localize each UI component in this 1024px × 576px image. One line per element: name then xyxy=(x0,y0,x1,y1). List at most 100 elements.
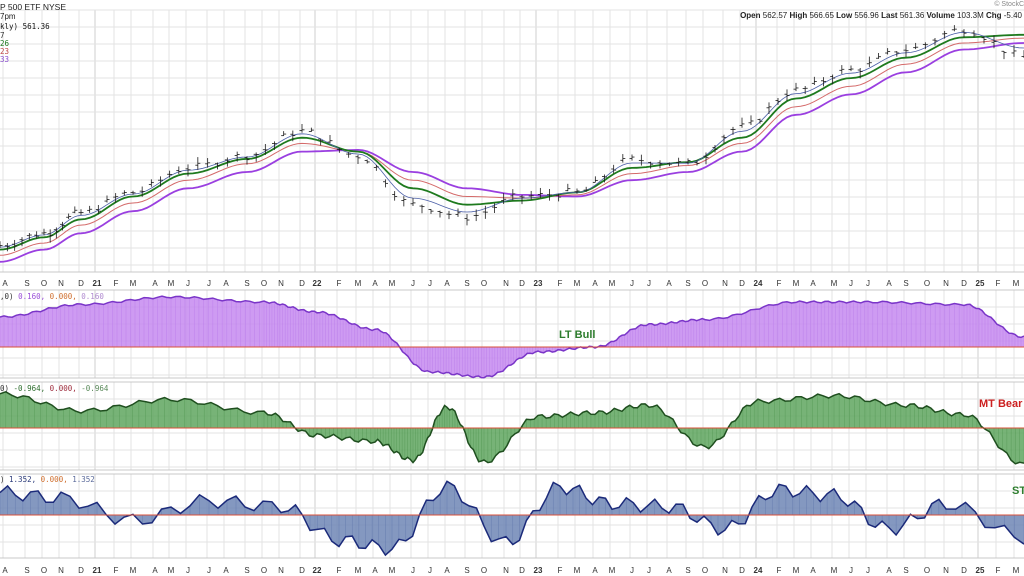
high-label: High xyxy=(789,11,808,20)
open-label: Open xyxy=(740,11,761,20)
svg-text:F: F xyxy=(558,566,563,575)
svg-text:J: J xyxy=(428,566,432,575)
svg-text:F: F xyxy=(558,279,563,288)
svg-text:S: S xyxy=(464,566,469,575)
svg-text:A: A xyxy=(223,279,229,288)
watermark: © StockC xyxy=(994,1,1024,8)
svg-text:F: F xyxy=(996,566,1001,575)
svg-text:D: D xyxy=(78,566,84,575)
svg-text:D: D xyxy=(739,566,745,575)
svg-text:A: A xyxy=(666,566,672,575)
svg-text:D: D xyxy=(78,279,84,288)
svg-text:J: J xyxy=(411,566,415,575)
svg-text:F: F xyxy=(337,279,342,288)
svg-text:N: N xyxy=(722,279,728,288)
open-value: 562.57 xyxy=(762,11,788,20)
svg-text:25: 25 xyxy=(976,566,985,575)
chg-value: -5.40 xyxy=(1003,11,1022,20)
svg-text:F: F xyxy=(777,566,782,575)
svg-text:M: M xyxy=(609,566,616,575)
svg-text:M: M xyxy=(130,566,137,575)
legend-ma1: 7 xyxy=(0,31,5,40)
svg-text:24: 24 xyxy=(754,279,763,288)
st-indicator-panel xyxy=(0,480,1024,557)
price-legend-last: kly) 561.36 xyxy=(0,22,50,31)
mt-indicator-panel xyxy=(0,390,1024,465)
svg-text:J: J xyxy=(186,279,190,288)
svg-text:23: 23 xyxy=(534,566,543,575)
svg-text:M: M xyxy=(609,279,616,288)
svg-text:J: J xyxy=(428,279,432,288)
svg-text:M: M xyxy=(355,566,362,575)
svg-text:21: 21 xyxy=(93,279,102,288)
svg-text:A: A xyxy=(886,566,892,575)
svg-text:J: J xyxy=(647,566,651,575)
legend-ma-green: 26 xyxy=(0,39,10,48)
price-panel xyxy=(0,25,1024,263)
svg-text:A: A xyxy=(666,279,672,288)
svg-text:S: S xyxy=(903,279,908,288)
mt-bear-annotation: MT Bear xyxy=(979,398,1023,410)
svg-text:M: M xyxy=(389,566,396,575)
svg-text:M: M xyxy=(831,566,838,575)
svg-text:N: N xyxy=(278,566,284,575)
svg-text:25: 25 xyxy=(976,279,985,288)
svg-text:A: A xyxy=(810,279,816,288)
svg-text:M: M xyxy=(1013,279,1020,288)
svg-text:21: 21 xyxy=(93,566,102,575)
last-label: Last xyxy=(881,11,898,20)
svg-text:O: O xyxy=(702,566,708,575)
mt-legend: 0) -0.964, 0.000, -0.964 xyxy=(0,384,109,393)
high-value: 566.65 xyxy=(809,11,834,20)
svg-text:O: O xyxy=(41,279,47,288)
ohlc-summary: Open 562.57 High 566.65 Low 556.96 Last … xyxy=(740,11,1022,20)
svg-text:J: J xyxy=(849,279,853,288)
svg-text:M: M xyxy=(130,279,137,288)
svg-text:D: D xyxy=(299,279,305,288)
svg-text:O: O xyxy=(261,279,267,288)
svg-text:S: S xyxy=(685,566,690,575)
svg-text:S: S xyxy=(903,566,908,575)
svg-text:S: S xyxy=(464,279,469,288)
svg-text:M: M xyxy=(1013,566,1020,575)
svg-text:D: D xyxy=(739,279,745,288)
svg-text:A: A xyxy=(152,566,158,575)
svg-text:O: O xyxy=(924,566,930,575)
svg-text:J: J xyxy=(207,279,211,288)
volume-label: Volume xyxy=(926,11,955,20)
svg-text:N: N xyxy=(503,279,509,288)
svg-text:J: J xyxy=(866,566,870,575)
svg-text:A: A xyxy=(444,566,450,575)
svg-text:M: M xyxy=(574,279,581,288)
low-label: Low xyxy=(836,11,853,20)
svg-text:O: O xyxy=(924,279,930,288)
x-axis-middle: A S O N D 21 F M A M J J A S O N D 22 F M A M J J A S O N D 23 F M A M J J A… xyxy=(2,279,1019,288)
svg-text:N: N xyxy=(503,566,509,575)
svg-text:N: N xyxy=(58,566,64,575)
svg-text:A: A xyxy=(152,279,158,288)
svg-text:N: N xyxy=(722,566,728,575)
svg-text:S: S xyxy=(244,279,249,288)
svg-text:D: D xyxy=(519,279,525,288)
svg-text:M: M xyxy=(831,279,838,288)
svg-text:M: M xyxy=(355,279,362,288)
svg-text:D: D xyxy=(961,566,967,575)
svg-text:N: N xyxy=(58,279,64,288)
svg-text:F: F xyxy=(114,279,119,288)
svg-text:F: F xyxy=(777,279,782,288)
svg-text:A: A xyxy=(592,566,598,575)
svg-text:J: J xyxy=(186,566,190,575)
last-value: 561.36 xyxy=(899,11,925,20)
svg-text:F: F xyxy=(337,566,342,575)
svg-text:D: D xyxy=(299,566,305,575)
svg-text:J: J xyxy=(630,279,634,288)
volume-value: 103.3M xyxy=(957,11,984,20)
svg-text:S: S xyxy=(24,566,29,575)
svg-text:N: N xyxy=(943,279,949,288)
svg-text:S: S xyxy=(244,566,249,575)
svg-text:A: A xyxy=(592,279,598,288)
svg-text:A: A xyxy=(372,566,378,575)
svg-text:A: A xyxy=(444,279,450,288)
svg-text:23: 23 xyxy=(534,279,543,288)
